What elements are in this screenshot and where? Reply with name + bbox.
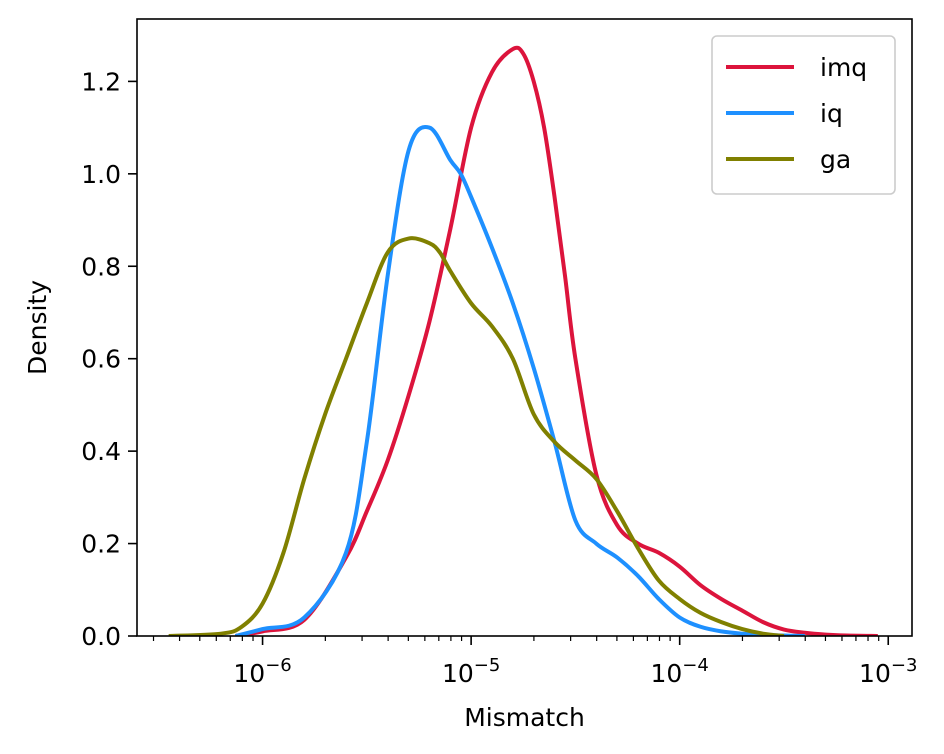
series-line-imq — [235, 45, 878, 636]
y-tick-label: 0.2 — [81, 530, 121, 559]
legend-label-imq: imq — [820, 53, 867, 82]
series-lines — [168, 45, 878, 636]
legend-label-iq: iq — [820, 99, 843, 128]
x-tick-label: 10−3 — [859, 655, 917, 688]
y-tick-label: 0.6 — [81, 345, 121, 374]
plot-layer — [168, 45, 878, 636]
y-tick-label: 1.2 — [81, 67, 121, 96]
y-tick-label: 1.0 — [81, 160, 121, 189]
series-line-iq — [234, 125, 805, 636]
x-tick-label: 10−4 — [650, 655, 708, 688]
series-line-ga — [168, 236, 785, 636]
axes-layer: 0.0 0.2 0.4 0.6 0.8 1.0 1.2 10−6 10−5 10−4 10−3 Mis… — [23, 18, 917, 732]
y-tick-label: 0.8 — [81, 252, 121, 281]
y-axis-label: Density — [23, 280, 52, 375]
legend-box — [711, 35, 896, 195]
legend: imq iq ga — [711, 35, 896, 195]
x-tick-label: 10−5 — [442, 655, 500, 688]
y-tick-label: 0.4 — [81, 437, 121, 466]
x-tick-label: 10−6 — [233, 655, 291, 688]
axes-frame — [136, 18, 913, 637]
y-tick-label: 0.0 — [81, 622, 121, 651]
x-axis-label: Mismatch — [464, 703, 585, 732]
legend-label-ga: ga — [820, 145, 851, 174]
